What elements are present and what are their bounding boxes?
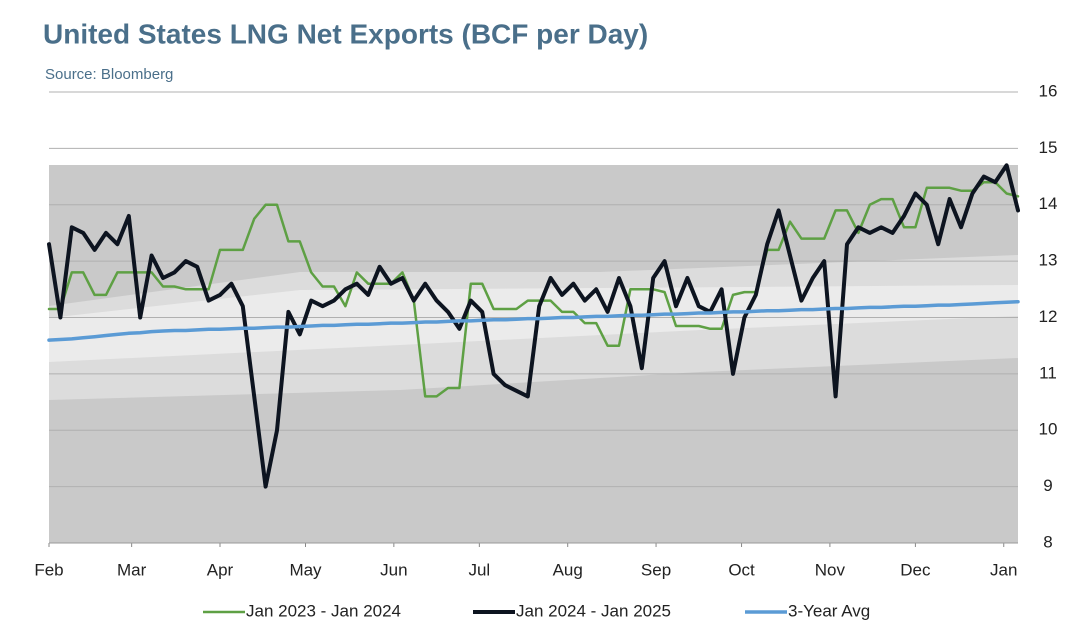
x-tick-label: Sep (641, 560, 671, 579)
y-tick-label: 12 (1039, 307, 1058, 326)
x-tick-label: Oct (728, 560, 755, 579)
legend-label: Jan 2024 - Jan 2025 (516, 601, 671, 620)
x-tick-label: May (289, 560, 322, 579)
series-line (47, 163, 1020, 489)
x-tick-label: Jan (990, 560, 1017, 579)
axes: 8 9 10 11 12 13 14 15 16 Feb Mar Apr May Jun Jul Aug Sep… (34, 81, 1057, 579)
x-tick-label: Dec (900, 560, 931, 579)
y-tick-label: 10 (1039, 420, 1058, 439)
x-tick-label: Mar (117, 560, 147, 579)
x-tick-label: Jul (468, 560, 490, 579)
y-tick-label: 11 (1039, 363, 1057, 382)
y-tick-label: 14 (1039, 194, 1058, 213)
y-tick-label: 15 (1039, 138, 1058, 157)
grid (49, 91, 1018, 544)
series-line (47, 299, 1020, 342)
y-tick-label: 13 (1039, 251, 1058, 270)
legend-label: Jan 2023 - Jan 2024 (246, 601, 401, 620)
lines (47, 163, 1020, 489)
chart-subtitle: Source: Bloomberg (45, 66, 173, 83)
x-tick-label: Apr (207, 560, 234, 579)
x-tick-label: Aug (553, 560, 583, 579)
x-tick-label: Jun (380, 560, 407, 579)
legend-label: 3-Year Avg (788, 601, 870, 620)
y-tick-label: 9 (1043, 476, 1052, 495)
y-tick-label: 16 (1039, 81, 1058, 100)
x-tick-label: Feb (34, 560, 63, 579)
y-tick-label: 8 (1043, 532, 1052, 551)
x-tick-label: Nov (815, 560, 846, 579)
chart-title: United States LNG Net Exports (BCF per D… (43, 18, 648, 49)
legend: Jan 2023 - Jan 2024 Jan 2024 - Jan 2025 3-… (203, 601, 870, 620)
band-inner (49, 285, 1018, 362)
